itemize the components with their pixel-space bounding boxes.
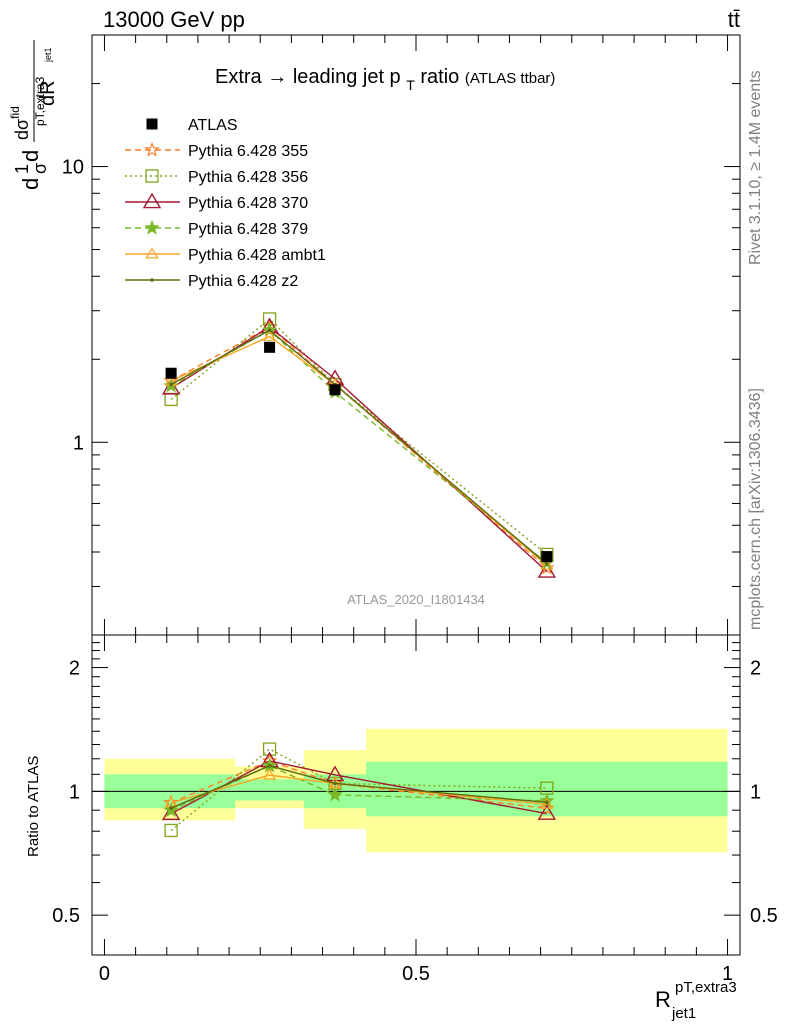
legend-item-2: Pythia 6.428 356 [125,169,308,186]
marker-triangle-small [540,558,554,570]
ylabel-dsigma: dσfid [8,106,32,140]
marker-star [144,219,160,235]
marker-square [262,742,277,756]
ylabel-one: 1 [12,164,32,174]
marker-dot [150,278,154,282]
marker-triangle [537,804,557,820]
rivet-label: Rivet 3.1.10, ≥ 1.4M events [747,70,764,265]
marker-dot [267,328,272,332]
band-inner-3 [366,761,728,817]
axis-tick-labels: 0 0.5 1 1 10 0.5 0.5 1 1 2 2 [52,157,778,985]
series-line-0 [170,326,548,569]
legend-label: ATLAS [188,117,238,134]
y-tick-label-main: 1 [73,432,84,454]
ratio-line-0 [170,760,547,810]
plot-title: Extra → leading jet p T ratio (ATLAS ttb… [215,66,555,95]
ratio-line-5 [170,765,547,809]
ylabel-d: d [18,150,43,162]
legend-label: Pythia 6.428 370 [188,195,308,212]
mcplots-label: mcplots.cern.ch [arXiv:1306.3436] [747,388,764,630]
marker-dot [545,800,549,805]
marker-dot [267,763,272,768]
y-tick-label-ratio-right: 2 [750,658,761,680]
series-line-4 [170,335,548,566]
legend-item-6: Pythia 6.428 z2 [125,273,298,290]
xlabel-sub: jet1 [671,1005,696,1022]
title-subscript: T [406,77,415,93]
marker-square [145,169,159,183]
marker-triangle-small [145,247,159,259]
marker-triangle [161,378,181,395]
header-left: 13000 GeV pp [103,7,245,32]
legend-label: Pythia 6.428 ambt1 [188,247,326,264]
y-tick-label-ratio-right: 0.5 [750,905,778,927]
x-tick-label: 0.5 [402,963,430,985]
series-line-5 [170,329,548,565]
ratio-line-3 [170,765,547,812]
marker-dot [333,781,337,786]
legend-label: Pythia 6.428 z2 [188,273,298,290]
series-line-1 [170,318,548,555]
marker-triangle [325,765,345,782]
ratio-series [161,742,557,838]
marker-triangle [161,804,181,821]
ylabel-main: d 1 σ d dσfid pT,extra3 jet1 dR [8,40,59,190]
marker-star [144,141,160,157]
legend-item-1: Pythia 6.428 355 [125,141,308,160]
main-series [161,312,557,578]
y-tick-label-ratio: 2 [69,658,80,680]
header-right: tt̄ [728,7,740,32]
legend-item-3: Pythia 6.428 370 [125,192,308,212]
marker-dot [545,562,549,566]
ratio-line-4 [170,774,547,806]
series-line-3 [170,329,548,564]
marker-square [164,823,178,838]
title-suffix: ratio [420,66,459,88]
x-tick-label: 1 [722,963,733,985]
marker-data [329,384,341,396]
marker-triangle-small [540,797,554,809]
ylabel-sub: pT,extra3 [33,76,47,126]
y-tick-label-main: 10 [62,157,84,179]
y-tick-label-ratio: 0.5 [52,905,80,927]
marker-triangle [537,562,557,578]
title-text: leading jet p [293,66,401,88]
marker-triangle-small [263,768,277,780]
legend-item-0: ATLAS [146,117,238,134]
marker-triangle [142,192,162,209]
xlabel: R pT,extra3 [655,979,737,1012]
ylabel-sigma: σ [30,163,50,174]
marker-data [165,367,177,379]
legend-item-5: Pythia 6.428 ambt1 [125,247,326,264]
legend: ATLAS Pythia 6.428 355 Pythia 6.428 356 Pyt… [125,117,326,290]
ylabel-sub2: jet1 [43,47,53,63]
marker-star [327,786,343,802]
legend-item-4: Pythia 6.428 379 [125,219,308,238]
legend-label: Pythia 6.428 355 [188,143,308,160]
title-arrow: → [267,66,287,88]
marker-dot [169,806,173,810]
ylabel-ratio: Ratio to ATLAS [25,756,42,857]
title-small: (ATLAS ttbar) [465,70,556,87]
title-prefix: Extra [215,66,263,88]
x-tick-label: 0 [99,963,110,985]
marker-data [541,551,553,563]
legend-label: Pythia 6.428 379 [188,221,308,238]
band-inner-1 [235,779,304,801]
ylabel-dr: dR [37,80,59,106]
ylabel-main-text: d [18,178,43,190]
marker-data [264,341,276,353]
marker-dot [169,382,173,387]
legend-label: Pythia 6.428 356 [188,169,308,186]
analysis-watermark: ATLAS_2020_I1801434 [347,592,485,607]
y-tick-label-ratio-right: 1 [750,781,761,803]
marker-triangle-small [263,329,277,341]
series-line-2 [170,326,548,572]
y-tick-label-ratio: 1 [69,781,80,803]
marker-data [146,118,158,130]
